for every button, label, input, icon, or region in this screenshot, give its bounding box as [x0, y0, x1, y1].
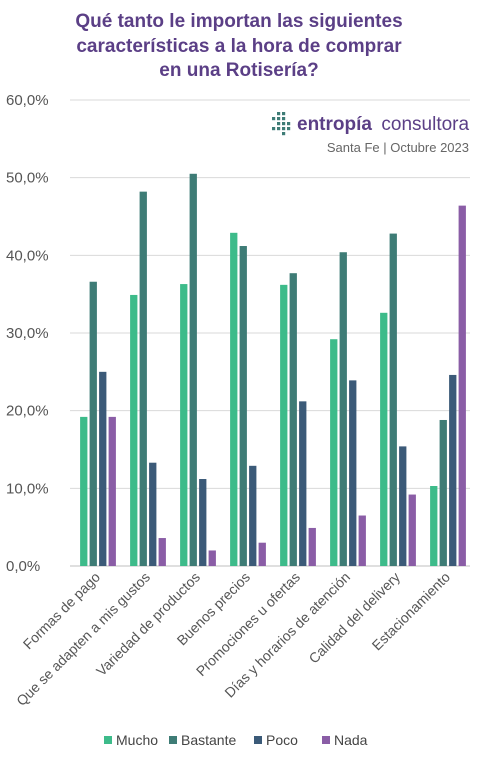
- legend-label: Bastante: [181, 732, 236, 748]
- brand-name-bold: entropía: [297, 114, 372, 135]
- bar-nada: [158, 538, 166, 566]
- bar-bastante: [89, 281, 97, 566]
- bar-nada: [108, 416, 116, 566]
- bar-mucho: [230, 232, 238, 566]
- legend-swatch: [322, 736, 330, 744]
- bar-nada: [408, 494, 416, 566]
- bar-bastante: [189, 173, 197, 567]
- bar-mucho: [330, 339, 338, 566]
- y-tick-label: 50,0%: [6, 170, 49, 187]
- bars: [80, 173, 466, 567]
- svg-text:entropía consultora: entropía consultora: [297, 114, 470, 135]
- bar-bastante: [339, 252, 347, 566]
- bar-mucho: [80, 416, 88, 566]
- x-tick-label: Calidad del delivery: [305, 569, 403, 667]
- bar-bastante: [139, 191, 147, 566]
- chart-title-line: Qué tanto le importan las siguientes: [75, 11, 402, 32]
- legend-label: Mucho: [116, 732, 158, 748]
- legend-swatch: [104, 736, 112, 744]
- y-axis-ticks: 0,0% 10,0% 20,0% 30,0% 40,0% 50,0% 60,0%: [6, 92, 49, 575]
- bar-poco: [349, 380, 357, 566]
- brand-logo: entropía consultora Santa Fe | Octubre 2…: [272, 112, 470, 155]
- bar-poco: [249, 465, 257, 566]
- bar-poco: [399, 446, 407, 566]
- y-tick-label: 60,0%: [6, 92, 49, 109]
- bar-mucho: [380, 312, 388, 566]
- y-tick-label: 10,0%: [6, 480, 49, 497]
- bar-bastante: [239, 246, 247, 566]
- bar-mucho: [130, 294, 138, 566]
- brand-name-light: consultora: [381, 114, 469, 135]
- bar-nada: [458, 205, 466, 567]
- bar-bastante: [389, 233, 397, 566]
- y-tick-label: 30,0%: [6, 325, 49, 342]
- legend-label: Poco: [266, 732, 298, 748]
- bar-nada: [258, 542, 266, 566]
- chart-title-line: características a la hora de comprar: [76, 36, 402, 57]
- y-tick-label: 0,0%: [6, 558, 40, 575]
- y-tick-label: 20,0%: [6, 403, 49, 420]
- legend-swatch: [254, 736, 262, 744]
- bar-poco: [299, 401, 307, 566]
- bar-mucho: [180, 284, 188, 566]
- legend: Mucho Bastante Poco Nada: [104, 732, 368, 748]
- bar-poco: [149, 462, 157, 566]
- legend-swatch: [169, 736, 177, 744]
- dotted-arrow-icon: [272, 112, 291, 136]
- bar-nada: [358, 515, 366, 566]
- legend-label: Nada: [334, 732, 368, 748]
- chart-title: Qué tanto le importan las siguientes cara…: [75, 11, 402, 81]
- bar-bastante: [289, 273, 297, 566]
- bar-poco: [199, 479, 207, 566]
- bar-mucho: [280, 284, 288, 566]
- y-tick-label: 40,0%: [6, 247, 49, 264]
- bar-nada: [308, 527, 316, 566]
- bar-poco: [99, 371, 107, 566]
- bar-mucho: [430, 486, 438, 566]
- bar-poco: [449, 374, 457, 566]
- brand-subtitle: Santa Fe | Octubre 2023: [327, 140, 469, 155]
- bar-nada: [208, 550, 216, 566]
- bar-bastante: [439, 419, 447, 566]
- chart-title-line: en una Rotisería?: [159, 60, 318, 81]
